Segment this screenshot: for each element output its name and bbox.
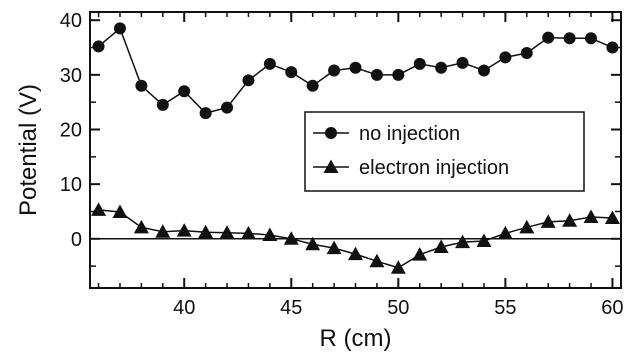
y-axis-label: Potential (V): [15, 84, 42, 216]
y-tick-label: 30: [60, 65, 82, 87]
data-point-electron-injection: [583, 209, 599, 223]
data-point-electron-injection: [240, 225, 256, 240]
data-point-no-injection: [221, 101, 234, 114]
data-point-no-injection: [178, 85, 191, 98]
data-point-electron-injection: [604, 210, 620, 225]
data-point-no-injection: [306, 79, 319, 92]
x-axis-label: R (cm): [320, 325, 392, 352]
data-point-no-injection: [520, 46, 533, 59]
plot-area: [90, 22, 621, 274]
axes: 0 10 20 30 40 40 45 50 55 60: [60, 10, 624, 319]
data-point-no-injection: [477, 64, 490, 77]
data-point-no-injection: [199, 107, 212, 120]
data-point-no-injection: [370, 68, 383, 81]
x-tick-label: 60: [601, 297, 623, 319]
legend: no injection electron injection: [304, 111, 585, 192]
data-point-electron-injection: [476, 233, 492, 247]
data-point-electron-injection: [326, 240, 342, 255]
data-point-electron-injection: [176, 223, 192, 237]
data-point-no-injection: [113, 22, 126, 35]
data-point-electron-injection: [369, 253, 385, 268]
data-point-no-injection: [135, 79, 148, 92]
data-point-electron-injection: [283, 231, 299, 245]
data-point-electron-injection: [198, 224, 214, 239]
data-point-no-injection: [542, 31, 555, 44]
data-point-no-injection: [92, 40, 105, 53]
data-point-electron-injection: [497, 225, 513, 240]
data-point-no-injection: [349, 61, 362, 74]
data-point-no-injection: [392, 68, 405, 81]
data-point-no-injection: [456, 56, 469, 69]
data-point-no-injection: [413, 57, 426, 70]
data-point-no-injection: [263, 57, 276, 70]
data-point-electron-injection: [390, 260, 406, 274]
data-point-electron-injection: [305, 236, 321, 251]
legend-marker-electron-injection: [323, 159, 339, 173]
data-point-electron-injection: [91, 202, 107, 216]
data-point-no-injection: [585, 32, 598, 45]
data-point-no-injection: [606, 41, 619, 54]
y-tick-label: 0: [71, 229, 82, 251]
data-point-electron-injection: [562, 213, 578, 227]
data-point-no-injection: [328, 64, 341, 77]
data-point-electron-injection: [455, 234, 471, 249]
series-no-injection: [92, 22, 619, 120]
data-point-no-injection: [242, 74, 255, 87]
legend-label-electron-injection: electron injection: [359, 157, 509, 179]
data-point-electron-injection: [112, 204, 128, 219]
data-point-electron-injection: [412, 247, 428, 261]
x-tick-label: 45: [280, 297, 302, 319]
data-point-electron-injection: [133, 219, 149, 234]
data-point-electron-injection: [219, 225, 235, 239]
data-point-electron-injection: [262, 227, 278, 241]
y-tick-label: 10: [60, 174, 82, 196]
data-point-electron-injection: [540, 214, 556, 228]
legend-box: [304, 111, 585, 192]
data-point-electron-injection: [519, 219, 535, 234]
x-tick-label: 50: [387, 297, 409, 319]
legend-label-no-injection: no injection: [359, 123, 460, 145]
x-tick-label: 55: [494, 297, 516, 319]
legend-marker-no-injection: [325, 127, 337, 139]
data-point-no-injection: [563, 32, 576, 45]
x-tick-label: 40: [173, 297, 195, 319]
data-point-electron-injection: [155, 224, 171, 238]
y-tick-label: 40: [60, 10, 82, 32]
y-tick-label: 20: [60, 120, 82, 142]
data-point-no-injection: [156, 98, 169, 111]
data-point-electron-injection: [348, 246, 363, 261]
series-electron-injection: [91, 202, 620, 274]
data-point-no-injection: [499, 51, 512, 64]
data-point-no-injection: [285, 66, 298, 79]
data-point-no-injection: [435, 61, 448, 74]
data-point-electron-injection: [433, 239, 449, 254]
